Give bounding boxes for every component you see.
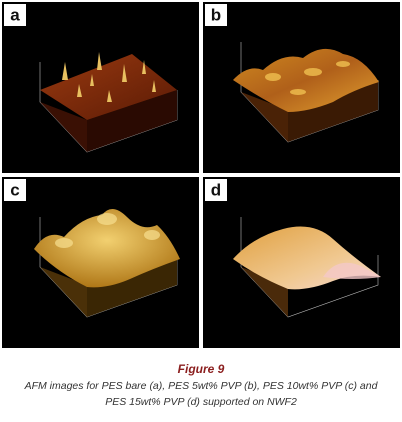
caption-line: PES 15wt% PVP (d) supported on NWF2 xyxy=(105,396,297,408)
panel-label: a xyxy=(10,5,20,24)
panel-label: c xyxy=(10,180,19,199)
panel-label: b xyxy=(211,5,221,24)
caption-line: AFM images for PES bare (a), PES 5wt% PV… xyxy=(24,380,378,392)
panel-b: b xyxy=(203,2,400,173)
panel-d: d xyxy=(203,177,400,348)
panel-c: c xyxy=(2,177,199,348)
panels: a b c d xyxy=(2,2,400,348)
panel-a: a xyxy=(2,2,199,173)
caption-title: Figure 9 xyxy=(177,362,225,376)
panel-label: d xyxy=(211,180,221,199)
